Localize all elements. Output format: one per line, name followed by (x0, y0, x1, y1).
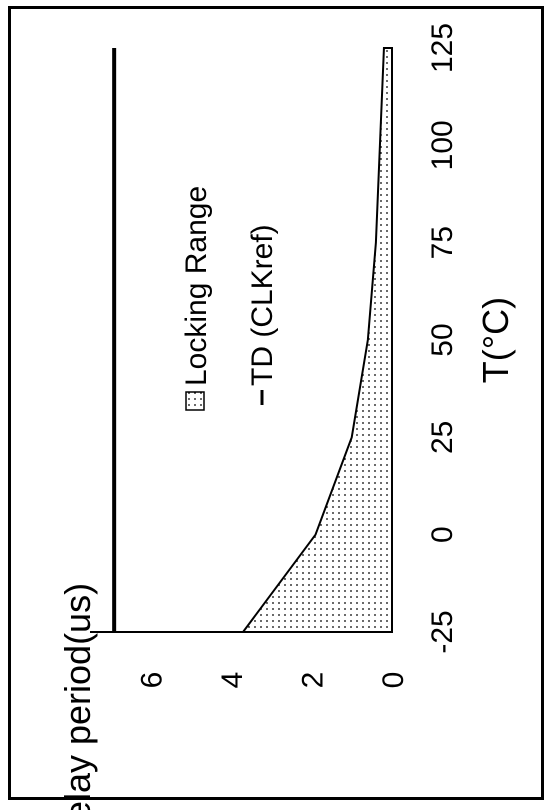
legend-label-td-clkref: TD (CLKref) (246, 224, 279, 386)
y-tick-label: 2 (296, 672, 329, 689)
x-tick-label: 50 (426, 323, 459, 356)
x-tick-label: 25 (426, 421, 459, 454)
x-tick-label: 100 (426, 120, 459, 170)
area-locking-range (241, 47, 393, 633)
legend-swatch-locking-range (185, 391, 205, 411)
x-tick-label: 75 (426, 226, 459, 259)
x-tick-label: -25 (426, 610, 459, 653)
x-tick-label: 125 (426, 23, 459, 73)
legend: Locking Range TD (CLKref) (180, 186, 279, 411)
y-tick-label: 0 (377, 672, 410, 689)
legend-label-locking-range: Locking Range (180, 186, 213, 386)
x-axis-title: T(°C) (475, 297, 516, 383)
chart-frame (8, 6, 544, 800)
x-tick-label: 0 (426, 526, 459, 543)
y-tick-label: 4 (216, 672, 249, 689)
y-tick-label: 6 (135, 672, 168, 689)
y-axis-title: delay period(us) (57, 583, 98, 810)
